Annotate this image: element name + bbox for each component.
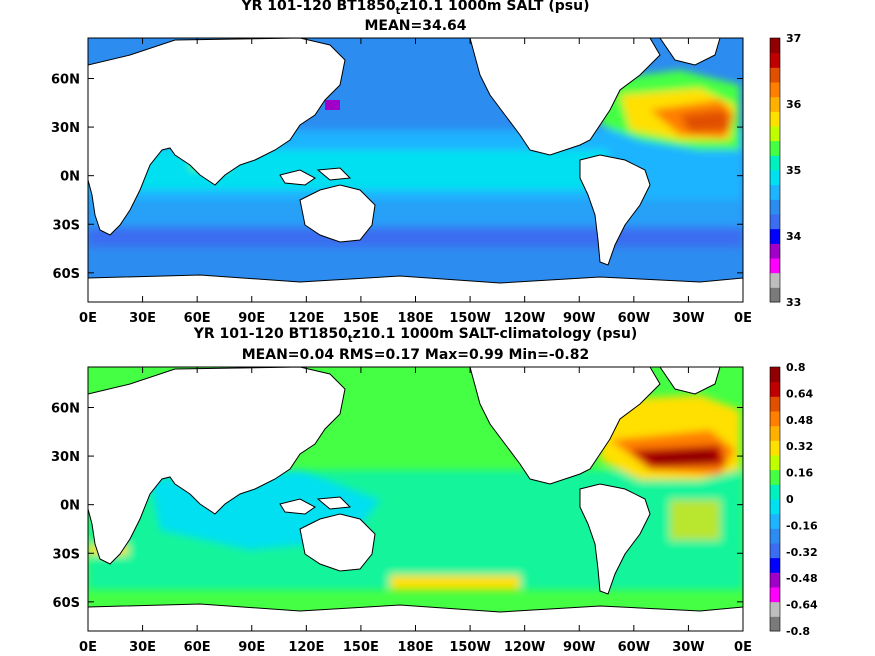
colorbar-frame — [769, 37, 781, 303]
x-tick-label: 60E — [184, 640, 211, 655]
x-tick-label: 0E — [734, 640, 752, 655]
x-tick-label: 0E — [734, 311, 752, 326]
x-tick-label: 120W — [504, 640, 545, 655]
x-tick-label: 90W — [563, 311, 595, 326]
colorbar-swatch — [770, 140, 780, 156]
colorbar-frame — [769, 366, 781, 632]
colorbar-swatch — [770, 411, 780, 427]
colorbar-swatch — [770, 499, 780, 515]
colorbar-label: 0.16 — [786, 467, 813, 480]
colorbar-label: -0.32 — [786, 546, 818, 559]
colorbar-swatch — [770, 557, 780, 573]
x-tick-label: 180E — [397, 640, 433, 655]
y-tick-label: 30N — [51, 121, 80, 136]
panel-2-map — [88, 367, 743, 631]
x-tick-label: 90W — [563, 640, 595, 655]
x-tick-label: 30W — [672, 640, 704, 655]
colorbar-swatch — [770, 396, 780, 412]
colorbar-swatch — [770, 616, 780, 632]
axes-ticks: 0E 30E 60E 90E 120E 150E 180E 150W 120W 90W 60W 30W… — [51, 38, 752, 655]
colorbar-label: 35 — [786, 164, 801, 177]
y-tick-label: 60S — [53, 596, 80, 611]
y-tick-label: 60N — [51, 72, 80, 87]
colorbar-swatch — [770, 38, 780, 54]
colorbar-swatch — [770, 52, 780, 68]
colorbar-swatch — [770, 199, 780, 215]
panel-2-stats: MEAN=0.04 RMS=0.17 Max=0.99 Min=-0.82 — [241, 347, 590, 363]
x-tick-label: 180E — [397, 311, 433, 326]
colorbar-swatch — [770, 111, 780, 127]
colorbar-label: -0.48 — [786, 572, 818, 585]
colorbars: 37 36 35 34 33 0.8 0.64 0.48 0.32 0.16 0 -0.16 -0.32… — [769, 32, 818, 638]
colorbar-swatch — [770, 367, 780, 383]
colorbar-swatch — [770, 469, 780, 485]
colorbar-label: 36 — [786, 98, 802, 111]
colorbar-swatch — [770, 214, 780, 230]
panel-1-map — [88, 38, 743, 302]
colorbar-label: 0.64 — [786, 387, 813, 400]
colorbar-label: 37 — [786, 32, 801, 45]
x-tick-label: 60E — [184, 311, 211, 326]
y-tick-label: 0N — [60, 499, 80, 514]
x-tick-label: 90E — [238, 311, 265, 326]
colorbar-swatch — [770, 381, 780, 397]
colorbar-swatch — [770, 572, 780, 588]
x-tick-label: 60W — [618, 311, 650, 326]
panel-1-stats: MEAN=34.64 — [364, 18, 467, 34]
colorbar-swatch — [770, 82, 780, 98]
x-tick-label: 120W — [504, 311, 545, 326]
colorbar-label: -0.16 — [786, 519, 818, 532]
y-tick-label: 30S — [53, 218, 80, 233]
colorbar-label: 33 — [786, 296, 801, 309]
y-tick-label: 30S — [53, 547, 80, 562]
colorbar-label: -0.8 — [786, 625, 810, 638]
x-tick-label: 0E — [79, 640, 97, 655]
colorbar-swatch — [770, 484, 780, 500]
colorbar-swatch — [770, 455, 780, 471]
panel-2-title: YR 101-120 BT1850tz10.1 1000m SALT-clima… — [193, 326, 638, 345]
y-tick-label: 60S — [53, 267, 80, 282]
colorbar-swatch — [770, 170, 780, 186]
colorbar-swatch — [770, 228, 780, 244]
colorbar-swatch — [770, 528, 780, 544]
colorbar-swatch — [770, 601, 780, 617]
colorbar-swatch — [770, 513, 780, 529]
x-tick-label: 120E — [288, 640, 324, 655]
x-tick-label: 150W — [449, 640, 490, 655]
y-tick-label: 30N — [51, 450, 80, 465]
x-tick-label: 30E — [129, 640, 156, 655]
colorbar-label: 34 — [786, 230, 802, 243]
colorbar-swatch — [770, 96, 780, 112]
colorbar-label: -0.64 — [786, 599, 818, 612]
colorbar-swatch — [770, 67, 780, 83]
x-tick-label: 30W — [672, 311, 704, 326]
colorbar-label: 0.8 — [786, 361, 806, 374]
y-tick-label: 0N — [60, 170, 80, 185]
x-tick-label: 150E — [343, 640, 379, 655]
colorbar-swatch — [770, 184, 780, 200]
x-tick-label: 150E — [343, 311, 379, 326]
colorbar-swatch — [770, 258, 780, 274]
x-tick-label: 30E — [129, 311, 156, 326]
colorbar-swatch — [770, 287, 780, 303]
x-tick-label: 150W — [449, 311, 490, 326]
y-tick-label: 60N — [51, 401, 80, 416]
panel-1-title: YR 101-120 BT1850tz10.1 1000m SALT (psu) — [241, 0, 590, 17]
x-tick-label: 60W — [618, 640, 650, 655]
x-tick-label: 90E — [238, 640, 265, 655]
colorbar-swatch — [770, 272, 780, 288]
colorbar-swatch — [770, 425, 780, 441]
x-tick-label: 120E — [288, 311, 324, 326]
colorbar-label: 0.48 — [786, 414, 813, 427]
colorbar-label: 0 — [786, 493, 794, 506]
x-tick-label: 0E — [79, 311, 97, 326]
colorbar-label: 0.32 — [786, 440, 813, 453]
colorbar-swatch — [770, 587, 780, 603]
colorbar-swatch — [770, 126, 780, 142]
colorbar-swatch — [770, 440, 780, 456]
colorbar-swatch — [770, 543, 780, 559]
colorbar-swatch — [770, 243, 780, 259]
colorbar-swatch — [770, 155, 780, 171]
